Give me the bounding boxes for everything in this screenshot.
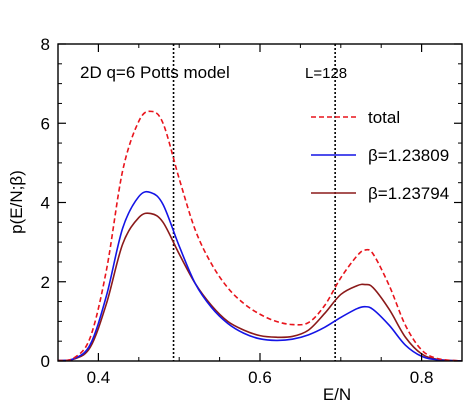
legend-label-3: β=1.23794 — [368, 184, 449, 203]
axes-layer: 0 2 4 6 8 0.4 0.6 0.8 — [41, 35, 463, 387]
legend-label-2: β=1.23809 — [368, 146, 449, 165]
y-tick-label-0: 0 — [41, 352, 50, 371]
y-tick-label-4: 8 — [41, 35, 50, 54]
legend-label-1: total — [368, 108, 400, 127]
series-line-3 — [58, 212, 462, 361]
plot-clipped-group — [58, 44, 462, 361]
x-axis-label: E/N — [323, 385, 351, 404]
y-tick-label-2: 4 — [41, 194, 50, 213]
legend: total β=1.23809 β=1.23794 — [311, 108, 449, 203]
y-axis-label: p(E/N;β) — [7, 170, 26, 234]
series-line-2 — [58, 190, 462, 361]
annotation-model: 2D q=6 Potts model — [80, 63, 230, 82]
y-tick-label-3: 6 — [41, 114, 50, 133]
y-tick-label-1: 2 — [41, 273, 50, 292]
annotation-size: L=128 — [305, 65, 347, 82]
x-tick-label-1: 0.6 — [248, 368, 272, 387]
plot-content — [58, 44, 462, 361]
x-tick-label-2: 0.8 — [410, 368, 434, 387]
text-layer: 2D q=6 Potts model L=128 E/N p(E/N;β) — [7, 63, 351, 404]
x-tick-label-0: 0.4 — [87, 368, 111, 387]
